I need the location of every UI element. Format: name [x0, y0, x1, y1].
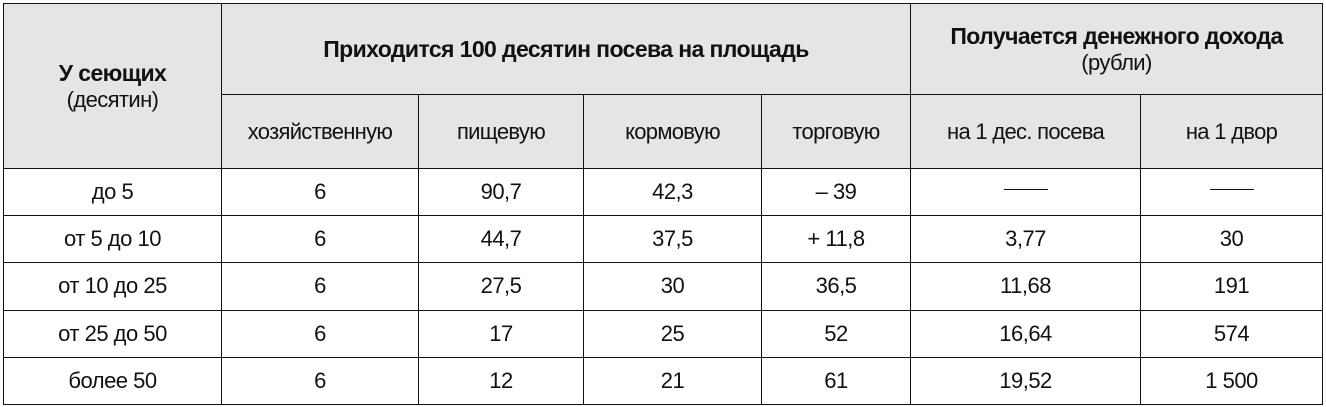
- header-group-sowing-title: Приходится 100 десятин посева на площадь: [323, 36, 809, 62]
- header-sowers-subtitle: (десятин): [66, 87, 159, 112]
- header-group-sowing: Приходится 100 десятин посева на площадь: [220, 3, 912, 95]
- table-cell: 6: [221, 356, 419, 406]
- row-label: более 50: [3, 356, 222, 406]
- column-header: торговую: [760, 94, 912, 169]
- table-cell: 30: [583, 262, 762, 311]
- header-row-groups: У сеющих (десятин) Приходится 100 десяти…: [3, 3, 1324, 169]
- table-cell: [1140, 167, 1324, 217]
- column-header: кормовую: [583, 94, 762, 169]
- table-cell: 17: [418, 309, 584, 358]
- header-group-income-title: Получается денежного дохода: [950, 23, 1283, 49]
- header-group-income: Получается денежного дохода (рубли): [910, 3, 1324, 95]
- table-cell: 61: [760, 356, 912, 406]
- table-cell: 52: [760, 309, 912, 358]
- table-body: до 5 6 90,7 42,3– 39 от 5 до 10 6 44,7 37,5 + 11…: [3, 167, 1324, 406]
- table-row: от 10 до 25 6 27,5 30 36,5 11,68 191: [3, 262, 1324, 311]
- table-row: до 5 6 90,7 42,3– 39: [3, 167, 1324, 217]
- row-label: от 10 до 25: [3, 262, 222, 311]
- table-cell: + 11,8: [760, 215, 912, 264]
- table-head: У сеющих (десятин) Приходится 100 десяти…: [3, 3, 1324, 169]
- column-header: хозяйственную: [221, 94, 419, 169]
- table-cell: 21: [583, 356, 762, 406]
- table-cell: 6: [221, 215, 419, 264]
- header-row-columns: хозяйственную пищевую кормовую торговую …: [4, 94, 1324, 169]
- table-cell: 25: [583, 309, 762, 358]
- table-row: более 50 6 12 21 61 19,52 1 500: [3, 356, 1324, 406]
- table-cell: 6: [221, 167, 419, 217]
- table-cell: 90,7: [418, 167, 584, 217]
- table-cell: 16,64: [910, 309, 1142, 358]
- table-cell: 12: [418, 356, 584, 406]
- table-cell: 6: [221, 309, 419, 358]
- table-cell: 3,77: [910, 215, 1142, 264]
- table-cell: 1 500: [1140, 356, 1324, 406]
- table-row: от 25 до 50 6 17 25 52 16,64 574: [3, 309, 1324, 358]
- column-header: пищевую: [418, 94, 584, 169]
- column-header: на 1 двор: [1140, 94, 1324, 169]
- table-cell: 30: [1140, 215, 1324, 264]
- data-table: У сеющих (десятин) Приходится 100 десяти…: [3, 3, 1324, 406]
- table-cell: 44,7: [418, 215, 584, 264]
- table-cell: 11,68: [910, 262, 1142, 311]
- table-cell: 574: [1140, 309, 1324, 358]
- row-label: от 25 до 50: [3, 309, 222, 358]
- table-cell: 27,5: [418, 262, 584, 311]
- table-cell: 6: [221, 262, 419, 311]
- table-cell: 19,52: [910, 356, 1142, 406]
- table-row: от 5 до 10 6 44,7 37,5 + 11,8 3,77 30: [3, 215, 1324, 264]
- table-cell: 36,5: [760, 262, 912, 311]
- table-cell: 42,3: [583, 167, 762, 217]
- table-cell: [910, 167, 1142, 217]
- em-dash: [1003, 188, 1048, 190]
- table-cell: 37,5: [583, 215, 762, 264]
- row-label: от 5 до 10: [3, 215, 222, 264]
- row-label: до 5: [3, 167, 222, 217]
- table-cell: – 39: [760, 167, 912, 217]
- header-sowers-title: У сеющих: [58, 60, 167, 86]
- em-dash: [1209, 188, 1254, 190]
- table-cell: 191: [1140, 262, 1324, 311]
- column-header: на 1 дес. посева: [910, 94, 1142, 169]
- header-group-income-subtitle: (рубли): [1081, 50, 1152, 75]
- header-sowers: У сеющих (десятин): [3, 3, 222, 169]
